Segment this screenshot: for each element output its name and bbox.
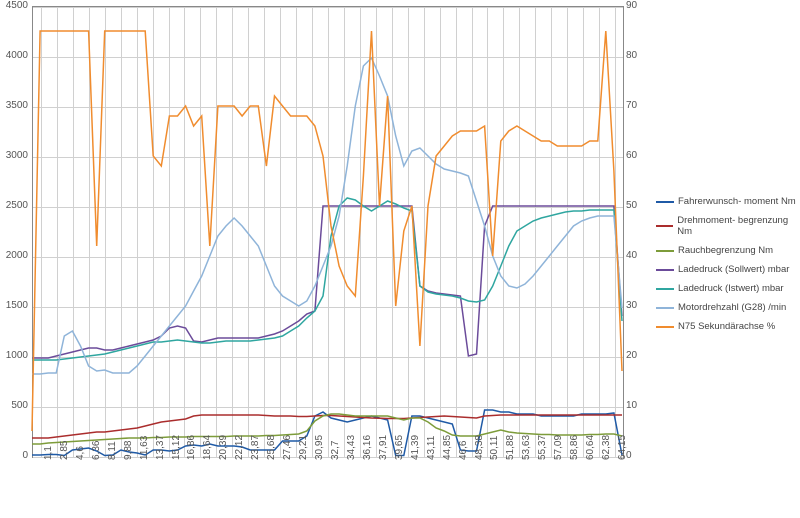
- y-left-tick: 1500: [6, 300, 28, 311]
- x-tick: 62,38: [601, 435, 612, 460]
- x-tick: 57,09: [553, 435, 564, 460]
- y-right-tick: 30: [626, 300, 637, 311]
- y-right-tick: 90: [626, 0, 637, 11]
- legend-item: Rauchbegrenzung Nm: [656, 245, 800, 256]
- x-tick: 8,11: [107, 441, 118, 460]
- y-left-tick: 4000: [6, 50, 28, 61]
- legend-item: Ladedruck (Sollwert) mbar: [656, 264, 800, 275]
- x-tick: 25,68: [266, 435, 277, 460]
- x-tick: 9,88: [123, 441, 134, 460]
- legend-item: Ladedruck (Istwert) mbar: [656, 283, 800, 294]
- x-tick: 48,38: [474, 435, 485, 460]
- legend-swatch: [656, 201, 674, 203]
- x-tick: 30,95: [314, 435, 325, 460]
- legend-label: Ladedruck (Istwert) mbar: [678, 283, 784, 294]
- legend-item: Motordrehzahl (G28) /min: [656, 302, 800, 313]
- series-line: [32, 410, 622, 456]
- y-right-tick: 40: [626, 250, 637, 261]
- x-tick: 1,1: [43, 446, 54, 460]
- x-tick: 4,6: [75, 446, 86, 460]
- x-tick: 46,6: [458, 441, 469, 460]
- x-tick: 41,39: [410, 435, 421, 460]
- series-line: [32, 58, 622, 374]
- y-left-tick: 4500: [6, 0, 28, 11]
- x-tick: 18,64: [202, 435, 213, 460]
- series-line: [32, 414, 622, 444]
- legend-label: N75 Sekundärachse %: [678, 321, 775, 332]
- y-left-tick: 3000: [6, 150, 28, 161]
- y-right-tick: 60: [626, 150, 637, 161]
- legend-swatch: [656, 269, 674, 271]
- x-tick: 13,37: [155, 435, 166, 460]
- y-left-tick: 500: [11, 400, 28, 411]
- y-left-tick: 2000: [6, 250, 28, 261]
- y-right-tick: 20: [626, 350, 637, 361]
- legend-swatch: [656, 307, 674, 309]
- series-line: [32, 206, 622, 358]
- y-right-tick: 80: [626, 50, 637, 61]
- legend-item: Drehmoment- begrenzung Nm: [656, 215, 800, 237]
- x-tick: 44,85: [442, 435, 453, 460]
- x-tick: 64,15: [617, 435, 628, 460]
- y-right-tick: 70: [626, 100, 637, 111]
- x-tick: 55,37: [537, 435, 548, 460]
- x-tick: 51,88: [505, 435, 516, 460]
- x-tick: 39,65: [394, 435, 405, 460]
- legend-label: Ladedruck (Sollwert) mbar: [678, 264, 789, 275]
- legend-item: N75 Sekundärachse %: [656, 321, 800, 332]
- legend-swatch: [656, 225, 673, 227]
- legend: Fahrerwunsch- moment Nm Drehmoment- begre…: [656, 196, 800, 340]
- series-line: [32, 198, 622, 360]
- x-tick: 32,7: [330, 441, 341, 460]
- legend-label: Fahrerwunsch- moment Nm: [678, 196, 796, 207]
- x-tick: 2,85: [59, 441, 70, 460]
- x-tick: 37,91: [378, 435, 389, 460]
- legend-swatch: [656, 288, 674, 290]
- legend-swatch: [656, 326, 674, 328]
- chart-container: Fahrerwunsch- moment Nm Drehmoment- begre…: [0, 0, 800, 518]
- x-tick: 22,12: [234, 435, 245, 460]
- x-tick: 43,11: [426, 436, 437, 460]
- x-tick: 36,16: [362, 435, 373, 460]
- x-tick: 6,36: [91, 441, 102, 460]
- x-tick: 34,43: [346, 435, 357, 460]
- legend-item: Fahrerwunsch- moment Nm: [656, 196, 800, 207]
- y-left-tick: 2500: [6, 200, 28, 211]
- x-tick: 20,39: [218, 435, 229, 460]
- x-tick: 27,46: [282, 435, 293, 460]
- x-tick: 16,86: [186, 435, 197, 460]
- x-tick: 50,11: [489, 436, 500, 460]
- x-tick: 60,64: [585, 435, 596, 460]
- legend-swatch: [656, 250, 674, 252]
- y-right-tick: 50: [626, 200, 637, 211]
- x-tick: 53,63: [521, 435, 532, 460]
- y-right-tick: 10: [626, 400, 637, 411]
- legend-label: Motordrehzahl (G28) /min: [678, 302, 786, 313]
- x-tick: 23,87: [250, 435, 261, 460]
- y-left-tick: 1000: [6, 350, 28, 361]
- x-tick: 11,63: [139, 436, 150, 460]
- legend-label: Rauchbegrenzung Nm: [678, 245, 773, 256]
- x-tick: 15,12: [171, 435, 182, 460]
- x-tick: 58,86: [569, 435, 580, 460]
- y-left-tick: 3500: [6, 100, 28, 111]
- series-line: [32, 31, 622, 431]
- x-tick: 29,21: [298, 435, 309, 460]
- y-left-tick: 0: [22, 450, 28, 461]
- legend-label: Drehmoment- begrenzung Nm: [677, 215, 800, 237]
